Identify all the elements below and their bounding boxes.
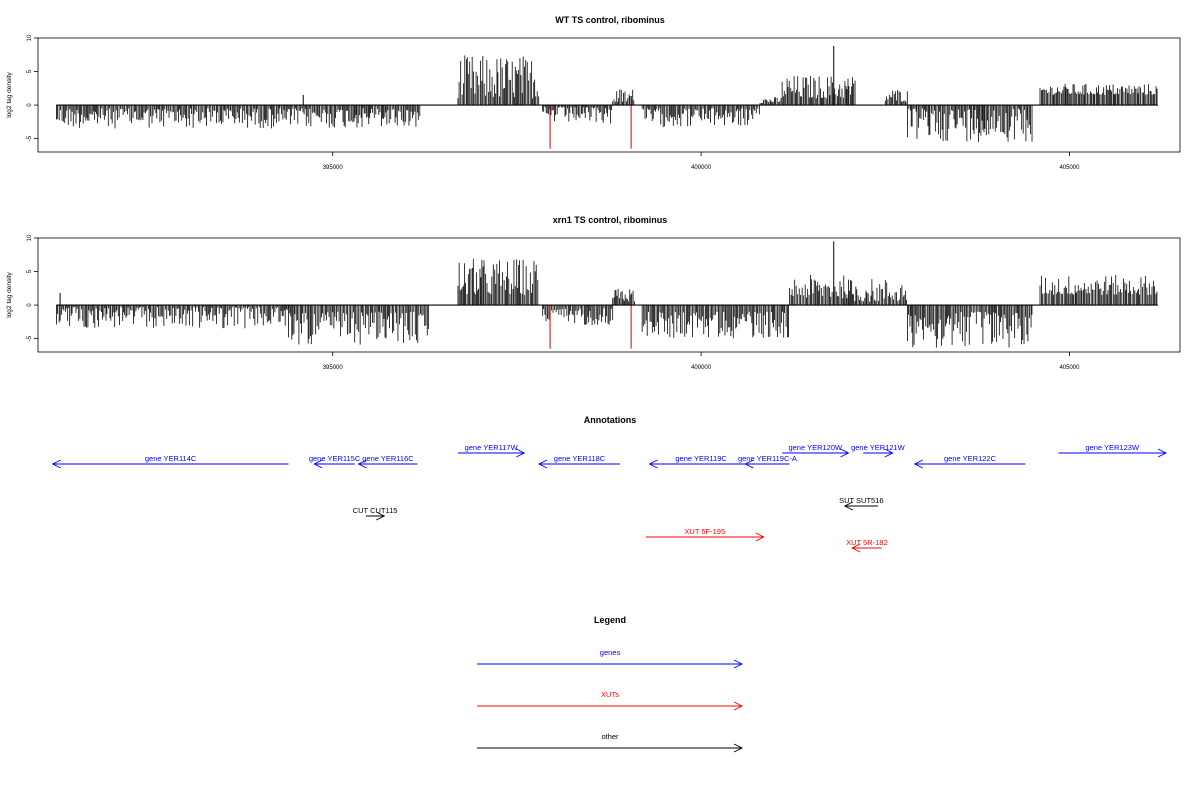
wt-track-title: WT TS control, ribominus — [555, 15, 665, 25]
annotation-label: SUT SUT516 — [839, 496, 883, 505]
legend-label: other — [601, 732, 619, 741]
annotation-label: XUT 5F-195 — [684, 527, 725, 536]
wt-track-xtick-label: 395000 — [323, 165, 344, 171]
xrn1-track-ytick-label: -5 — [27, 335, 33, 341]
annotation-arrowhead — [51, 459, 61, 469]
annotations-panel: Annotations gene YER114C gene YER115C gene… — [51, 415, 1168, 553]
annotation-label: gene YER115C — [309, 454, 361, 463]
annotation-label: gene YER117W — [465, 443, 519, 452]
annotation-arrowhead — [755, 532, 765, 542]
legend-arrowhead — [733, 743, 744, 753]
annotation-arrowhead — [1157, 448, 1168, 458]
annotation-arrowhead — [744, 459, 754, 469]
annotations-title: Annotations — [584, 415, 637, 425]
wt-track-ytick-label: 0 — [27, 103, 33, 107]
wt-track-frame — [37, 37, 1181, 153]
legend-label: genes — [600, 648, 621, 657]
legend-items: genes XUTs other — [477, 648, 744, 753]
xrn1-track-axes: -5 0 5 10 395000 400000 405000 — [27, 234, 1181, 371]
wt-track-axes: -5 0 5 10 395000 400000 405000 — [27, 34, 1181, 171]
xrn1-track-title: xrn1 TS control, ribominus — [553, 215, 668, 225]
annotation-label: gene YER118C — [554, 454, 606, 463]
annotation-arrowhead — [357, 459, 367, 469]
annotation-arrowhead — [313, 459, 323, 469]
xrn1-track-xtick-label: 395000 — [323, 365, 344, 371]
annotation-label: CUT CUT115 — [353, 506, 398, 515]
wt-track-bars — [56, 46, 1158, 149]
xrn1-track-xtick-label: 405000 — [1059, 365, 1080, 371]
xrn1-track-bars — [56, 241, 1158, 349]
annotation-arrowhead — [648, 459, 658, 469]
wt-track-ytick-label: 5 — [27, 69, 33, 73]
annotation-arrowhead — [913, 459, 923, 469]
annotation-arrowhead — [840, 448, 850, 458]
annotation-label: gene YER121W — [851, 443, 906, 452]
annotation-label: XUT 5R-182 — [846, 538, 888, 547]
xrn1-track-frame — [37, 237, 1181, 353]
xrn1-track-xtick-label: 400000 — [691, 365, 712, 371]
annotation-arrowhead — [851, 543, 861, 553]
xrn1-track-ytick-label: 0 — [27, 303, 33, 307]
xrn1-track-panel: xrn1 TS control, ribominus log2 tag dens… — [6, 215, 1181, 371]
annotation-arrowhead — [538, 459, 548, 469]
legend-title: Legend — [594, 615, 626, 625]
annotation-label: gene YER119C — [675, 454, 727, 463]
annotation-arrowhead — [843, 501, 853, 511]
wt-track-ytick-label: 10 — [27, 34, 33, 41]
wt-track-panel: WT TS control, ribominus log2 tag densit… — [6, 15, 1181, 171]
xrn1-track-ytick-label: 5 — [27, 269, 33, 273]
annotation-label: gene YER122C — [944, 454, 997, 463]
legend-label: XUTs — [601, 690, 619, 699]
wt-track-xtick-label: 400000 — [691, 165, 712, 171]
annotation-arrowhead — [376, 511, 386, 521]
wt-track-ytick-label: -5 — [27, 135, 33, 141]
annotation-label: gene YER119C-A — [738, 454, 797, 463]
annotation-arrowhead — [884, 448, 894, 458]
wt-track-xtick-label: 405000 — [1059, 165, 1080, 171]
wt-track-ylabel: log2 tag density — [6, 71, 13, 117]
legend-arrowhead — [733, 701, 744, 711]
legend-arrowhead — [733, 659, 744, 669]
annotation-arrowhead — [516, 448, 526, 458]
xrn1-track-ylabel: log2 tag density — [6, 271, 13, 317]
annotation-label: gene YER123W — [1085, 443, 1140, 452]
annotation-label: gene YER114C — [145, 454, 197, 463]
annotation-features: gene YER114C gene YER115C gene YER116C gene… — [51, 443, 1168, 553]
annotation-label: gene YER116C — [362, 454, 414, 463]
legend-panel: Legend genes XUTs other — [477, 615, 744, 753]
xrn1-track-ytick-label: 10 — [27, 234, 33, 241]
annotation-label: gene YER120W — [788, 443, 843, 452]
